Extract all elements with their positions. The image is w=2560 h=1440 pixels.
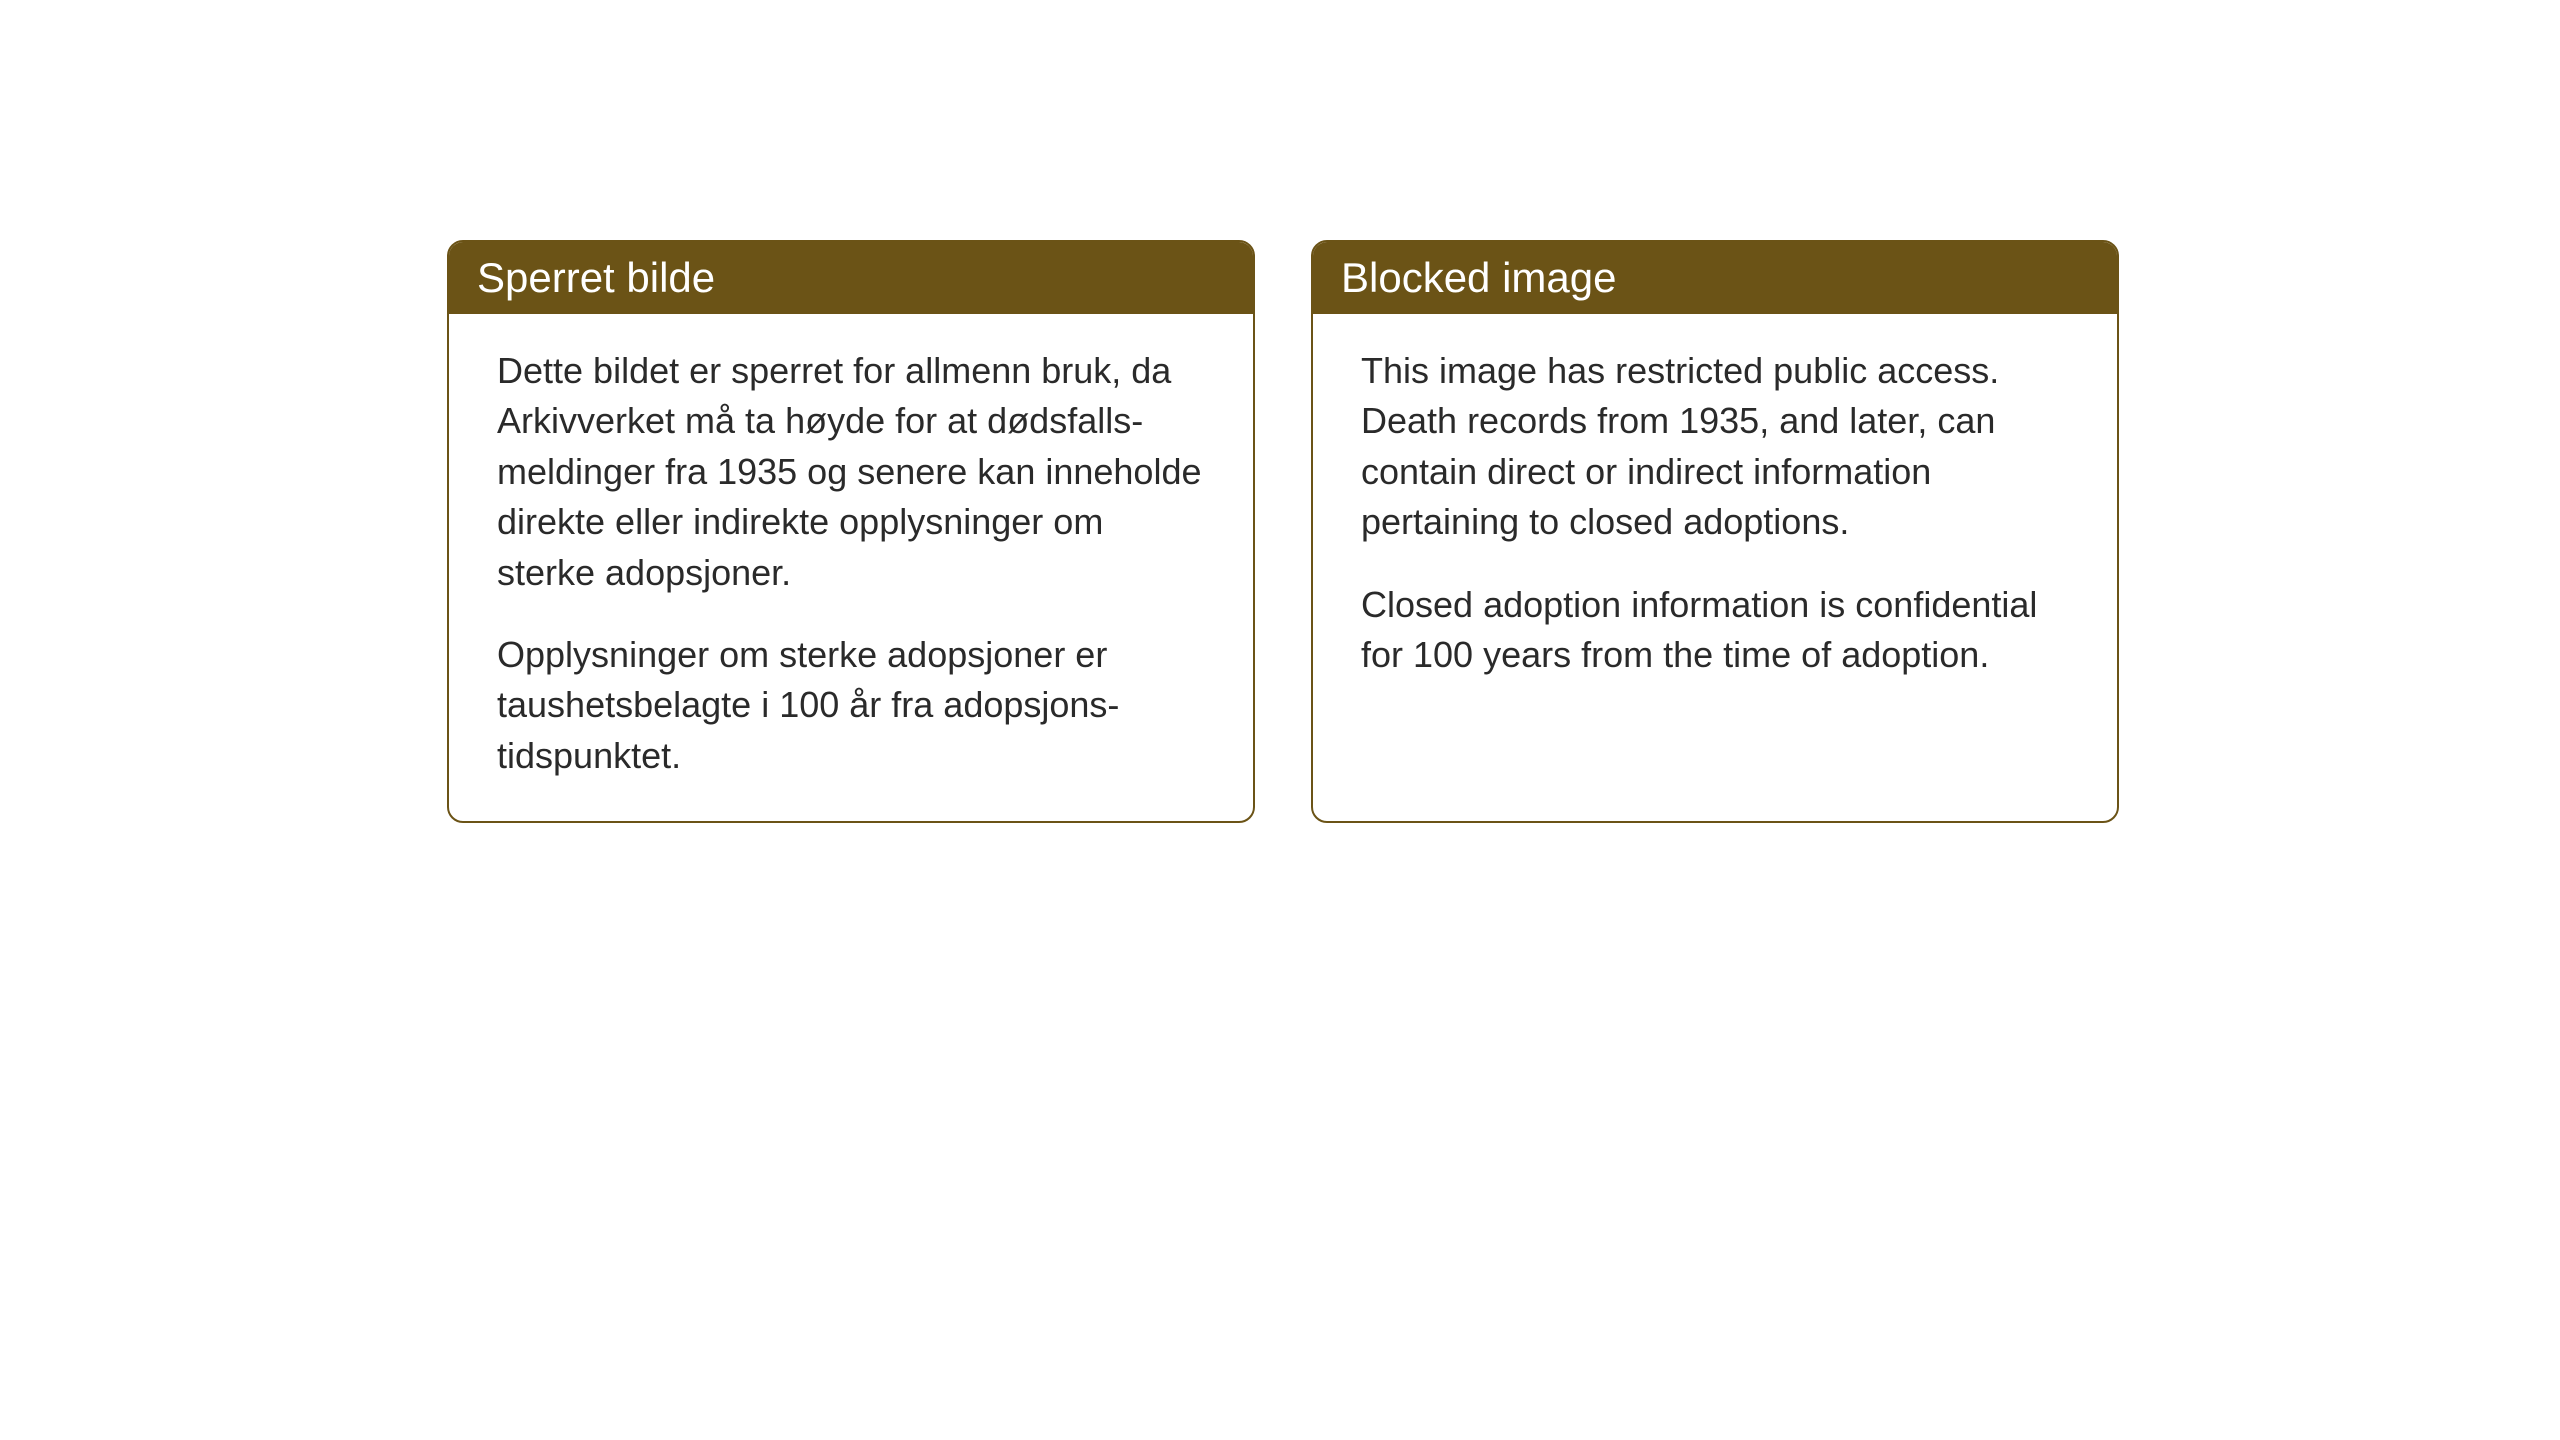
norwegian-card: Sperret bilde Dette bildet er sperret fo… [447, 240, 1255, 823]
info-cards-container: Sperret bilde Dette bildet er sperret fo… [447, 240, 2119, 823]
english-paragraph-1: This image has restricted public access.… [1361, 346, 2069, 548]
english-card-body: This image has restricted public access.… [1313, 314, 2117, 720]
norwegian-paragraph-2: Opplysninger om sterke adopsjoner er tau… [497, 630, 1205, 781]
english-card-title: Blocked image [1313, 242, 2117, 314]
english-paragraph-2: Closed adoption information is confident… [1361, 580, 2069, 681]
norwegian-card-title: Sperret bilde [449, 242, 1253, 314]
norwegian-card-body: Dette bildet er sperret for allmenn bruk… [449, 314, 1253, 821]
norwegian-paragraph-1: Dette bildet er sperret for allmenn bruk… [497, 346, 1205, 598]
english-card: Blocked image This image has restricted … [1311, 240, 2119, 823]
